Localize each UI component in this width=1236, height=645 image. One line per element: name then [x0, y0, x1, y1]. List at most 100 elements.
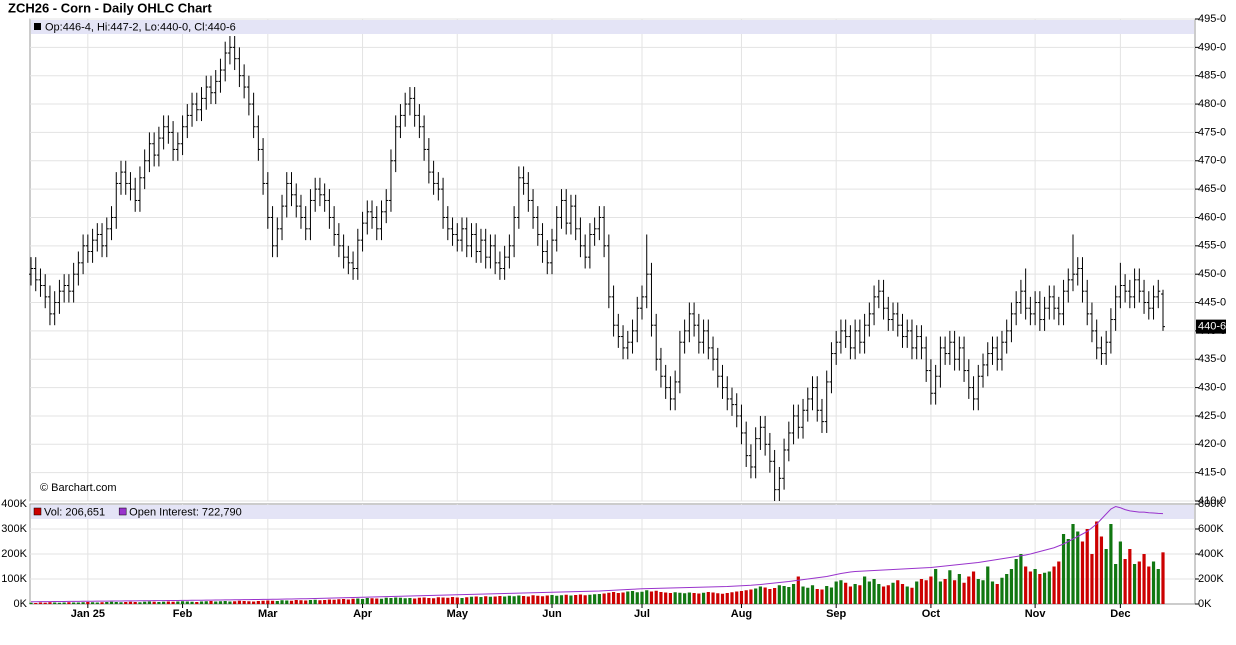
volume-bar [365, 598, 369, 604]
volume-bar [76, 602, 80, 604]
volume-bar [517, 595, 521, 604]
volume-bar [1118, 541, 1122, 604]
volume-bar [1076, 531, 1080, 604]
y-tick-label: 490-0 [1198, 41, 1226, 53]
x-tick-label: Jan 25 [71, 608, 105, 620]
volume-bar [218, 601, 223, 604]
volume-bar [1028, 571, 1032, 604]
volume-bar [915, 581, 919, 604]
volume-bar [128, 601, 133, 604]
volume-bar [706, 592, 710, 604]
volume-bar [967, 576, 971, 604]
volume-bar [1038, 574, 1042, 604]
volume-bar [649, 591, 654, 604]
volume-bar [877, 584, 881, 604]
header-band [31, 20, 1194, 34]
header-text: Op:446-4, Hi:447-2, Lo:440-0, Cl:440-6 [45, 21, 236, 33]
volume-bar [90, 602, 95, 604]
volume-bar [626, 591, 630, 604]
volume-bar [545, 595, 549, 604]
volume-bar [162, 601, 166, 604]
volume-bar [834, 581, 838, 604]
volume-bar [261, 600, 265, 604]
volume-bar [209, 601, 213, 604]
volume-bar [67, 602, 71, 604]
volume-bar [687, 592, 691, 604]
volume-bar [536, 595, 540, 604]
volume-bar [157, 602, 161, 604]
volume-bar [195, 602, 199, 604]
volume-bar [455, 597, 459, 604]
volume-bar [299, 600, 303, 604]
volume-bar [356, 598, 360, 604]
volume-bar [863, 576, 867, 604]
volume-bar [801, 586, 805, 604]
volume-bar [133, 602, 137, 604]
y-tick-label: 450-0 [1198, 268, 1226, 280]
y-tick-label: 465-0 [1198, 183, 1226, 195]
volume-bar [351, 598, 355, 604]
volume-bar [711, 592, 715, 604]
volume-bar [237, 600, 242, 604]
x-tick-label: Nov [1025, 608, 1047, 620]
y2-tick-label: 800K [1198, 498, 1224, 510]
volume-bar [417, 597, 421, 604]
volume-bar [484, 596, 488, 604]
volume-bar [1095, 521, 1099, 604]
volume-bar [858, 585, 862, 604]
volume-bar [720, 593, 725, 604]
volume-bar [143, 601, 147, 604]
volume-bar [621, 592, 625, 604]
volume-bar [503, 596, 507, 604]
volume-bar [900, 584, 905, 604]
volume-bar [683, 593, 687, 604]
volume-bar [270, 600, 275, 604]
x-tick-label: Dec [1110, 608, 1130, 620]
x-tick-label: Oct [922, 608, 941, 620]
volume-bar [886, 585, 890, 604]
volume-bar [725, 593, 729, 604]
volume-bar [578, 594, 583, 604]
y-tick-label: 460-0 [1198, 211, 1226, 223]
volume-bar [289, 600, 294, 604]
volume-bar [171, 601, 175, 604]
volume-bar [147, 601, 152, 604]
volume-bar [304, 600, 308, 604]
volume-bar [285, 600, 289, 604]
volume-bar [569, 595, 573, 604]
volume-bar [735, 591, 739, 604]
volume-bar [152, 601, 156, 604]
volume-bar [654, 590, 658, 604]
volume-bar [744, 590, 748, 604]
volume-bar [29, 602, 33, 604]
volume-bar [1057, 561, 1061, 604]
volume-bar [446, 597, 450, 604]
y-tick-label: 485-0 [1198, 70, 1226, 82]
volume-bar [659, 592, 663, 604]
volume-bar [730, 592, 734, 604]
header-marker [34, 23, 41, 30]
volume-bar [971, 571, 976, 604]
volume-bar [924, 580, 928, 604]
volume-bar [233, 601, 237, 604]
volume-bar [109, 601, 114, 604]
volume-bar [214, 601, 218, 604]
volume-bar [370, 598, 374, 604]
volume-bar [441, 597, 445, 604]
volume-bar [938, 581, 942, 604]
y-tick-label: 470-0 [1198, 155, 1226, 167]
volume-bar [583, 595, 587, 604]
legend-label: Open Interest: 722,790 [129, 506, 242, 518]
oi-line [31, 505, 1164, 603]
volume-bar [342, 599, 346, 604]
volume-bar [465, 597, 469, 604]
volume-bar [1024, 566, 1028, 604]
y-tick-label: 100K [1, 573, 27, 585]
volume-bar [1137, 561, 1141, 604]
volume-bar [597, 594, 601, 604]
volume-bar [602, 593, 606, 604]
volume-bar [176, 601, 180, 604]
volume-bar [773, 588, 777, 604]
volume-bar [403, 598, 407, 604]
